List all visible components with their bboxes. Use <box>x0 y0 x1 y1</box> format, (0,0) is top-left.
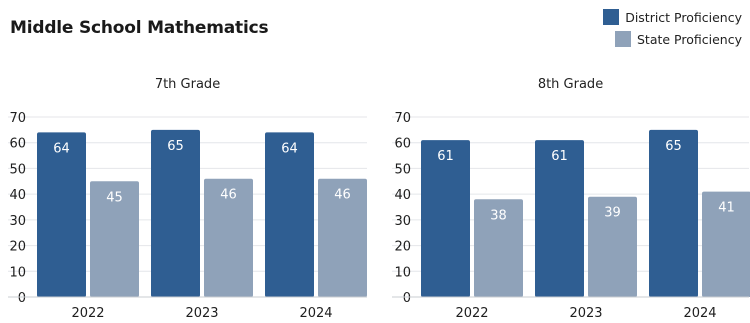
x-tick-label: 2023 <box>185 306 218 321</box>
chart-title: 7th Grade <box>155 77 220 92</box>
data-label: 45 <box>106 190 123 205</box>
chart-panel-2: 8th Grade 0 10 20 30 40 50 60 70 61 38 2022 61 39 2023… <box>392 77 750 321</box>
legend-swatch-district <box>603 9 620 25</box>
legend-label-state: State Proficiency <box>637 31 742 47</box>
y-tick-label: 60 <box>394 137 411 152</box>
bar-state <box>588 196 637 297</box>
y-tick-label: 60 <box>9 137 26 152</box>
data-label: 65 <box>167 139 184 154</box>
y-tick-label: 10 <box>9 265 26 280</box>
data-label: 46 <box>334 188 351 203</box>
legend-item-state: State Proficiency <box>603 28 742 50</box>
data-label: 64 <box>281 141 298 156</box>
data-label: 61 <box>437 149 454 164</box>
x-tick-label: 2022 <box>455 306 488 321</box>
data-label: 46 <box>220 188 237 203</box>
y-tick-label: 30 <box>9 214 26 229</box>
y-tick-label: 50 <box>394 162 411 177</box>
bar-state <box>90 181 139 297</box>
data-label: 64 <box>53 141 70 156</box>
x-tick-label: 2022 <box>71 306 104 321</box>
y-tick-label: 40 <box>9 188 26 203</box>
bar-state <box>702 191 750 297</box>
x-tick-label: 2024 <box>683 306 716 321</box>
bar-state <box>204 178 253 297</box>
y-tick-label: 50 <box>9 162 26 177</box>
chart-panel-1: 7th Grade 0 10 20 30 40 50 60 70 64 45 2022 65 46 2023… <box>8 77 367 321</box>
bar-district <box>535 140 584 297</box>
legend: District Proficiency State Proficiency <box>603 6 742 50</box>
bar-state <box>318 178 367 297</box>
y-tick-label: 30 <box>394 214 411 229</box>
y-tick-label: 70 <box>9 111 26 126</box>
bar-district <box>265 132 314 297</box>
data-label: 41 <box>718 201 735 216</box>
data-label: 39 <box>604 206 621 221</box>
x-tick-label: 2024 <box>299 306 332 321</box>
data-label: 61 <box>551 149 568 164</box>
page-title: Middle School Mathematics <box>10 18 269 38</box>
y-tick-label: 0 <box>403 291 411 306</box>
bar-district <box>37 132 86 297</box>
y-tick-label: 10 <box>394 265 411 280</box>
y-tick-label: 40 <box>394 188 411 203</box>
data-label: 65 <box>665 139 682 154</box>
y-tick-label: 0 <box>18 291 26 306</box>
legend-swatch-state <box>615 31 631 47</box>
y-tick-label: 70 <box>394 111 411 126</box>
bar-district <box>649 129 698 297</box>
chart-title: 8th Grade <box>538 77 603 92</box>
legend-item-district: District Proficiency <box>603 6 742 28</box>
data-label: 38 <box>490 208 507 223</box>
bar-state <box>474 199 523 297</box>
bar-district <box>151 129 200 297</box>
legend-label-district: District Proficiency <box>625 9 742 25</box>
y-tick-label: 20 <box>9 240 26 255</box>
y-tick-label: 20 <box>394 240 411 255</box>
x-tick-label: 2023 <box>569 306 602 321</box>
bar-district <box>421 140 470 297</box>
